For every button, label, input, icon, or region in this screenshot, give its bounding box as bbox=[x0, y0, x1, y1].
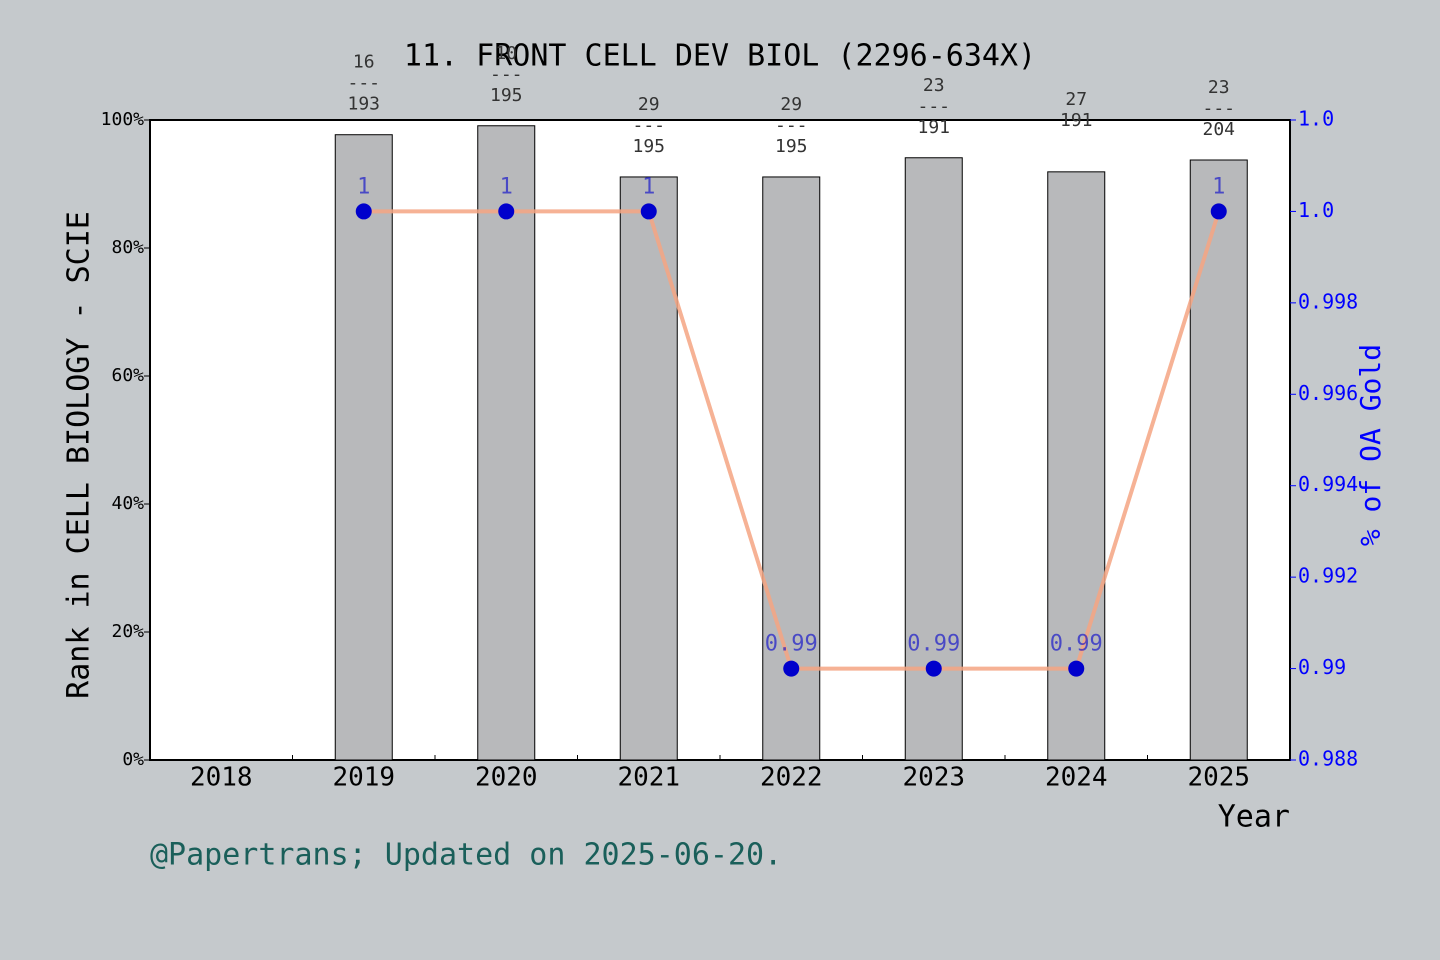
x-tick-label: 2018 bbox=[190, 763, 253, 793]
line-value-label: 0.99 bbox=[765, 632, 818, 657]
footer: @Papertrans; Updated on 2025-06-20. bbox=[150, 838, 782, 873]
line-value-label: 1 bbox=[642, 174, 655, 199]
x-tick-label: 2025 bbox=[1187, 763, 1250, 793]
bar bbox=[477, 125, 536, 761]
bar bbox=[1189, 159, 1248, 761]
line-marker bbox=[925, 660, 942, 677]
x-tick-label: 2021 bbox=[617, 763, 680, 793]
bar bbox=[904, 157, 963, 761]
line-marker bbox=[783, 660, 800, 677]
bar-label: 29 ---195 bbox=[775, 94, 808, 157]
x-tick-label: 2019 bbox=[332, 763, 395, 793]
bar-label: 23 ---204 bbox=[1202, 77, 1235, 140]
x-tick-label: 2022 bbox=[760, 763, 823, 793]
line-marker bbox=[355, 203, 372, 220]
x-tick-label: 2020 bbox=[475, 763, 538, 793]
y2-tick-label: 1.0 bbox=[1298, 198, 1334, 222]
y-tick-label: 20% bbox=[111, 621, 144, 642]
bar-label: 29 ---195 bbox=[632, 94, 665, 157]
bar-label: 23 ---191 bbox=[917, 75, 950, 138]
line-value-label: 1 bbox=[357, 174, 370, 199]
chart-title: 11. FRONT CELL DEV BIOL (2296-634X) bbox=[404, 39, 1036, 74]
x-tick-label: 2024 bbox=[1045, 763, 1108, 793]
y-tick-label: 80% bbox=[111, 237, 144, 258]
y2-tick-label: 1.0 bbox=[1298, 107, 1334, 131]
y2-tick-label: 0.998 bbox=[1298, 289, 1358, 313]
line-value-label: 0.99 bbox=[907, 632, 960, 657]
y-tick-label: 100% bbox=[101, 109, 145, 130]
line-marker bbox=[1068, 660, 1085, 677]
y2-tick-label: 0.992 bbox=[1298, 564, 1358, 588]
line-marker bbox=[640, 203, 657, 220]
y2-tick-label: 0.994 bbox=[1298, 472, 1358, 496]
y2-tick-label: 0.99 bbox=[1298, 655, 1346, 679]
y2-tick-label: 0.996 bbox=[1298, 381, 1358, 405]
y-tick-label: 60% bbox=[111, 365, 144, 386]
bar bbox=[619, 176, 678, 761]
bar bbox=[334, 134, 393, 761]
line-marker bbox=[498, 203, 515, 220]
x-tick-label: 2023 bbox=[902, 763, 965, 793]
line-value-label: 1 bbox=[500, 174, 513, 199]
bar-label: 10 ---195 bbox=[490, 43, 523, 106]
line-value-label: 0.99 bbox=[1050, 632, 1103, 657]
x-axis-label: Year bbox=[1218, 800, 1290, 835]
y-tick-label: 40% bbox=[111, 493, 144, 514]
bar-label: 16 ---193 bbox=[347, 52, 380, 115]
y2-tick-label: 0.988 bbox=[1298, 747, 1358, 771]
y2-axis-label: % of OA Gold bbox=[1354, 344, 1387, 546]
line-marker bbox=[1210, 203, 1227, 220]
line-value-label: 1 bbox=[1212, 174, 1225, 199]
y-axis-label: Rank in CELL BIOLOGY - SCIE bbox=[62, 211, 97, 699]
y-tick-label: 0% bbox=[122, 749, 144, 770]
bar-label: 27 191 bbox=[1060, 89, 1093, 131]
